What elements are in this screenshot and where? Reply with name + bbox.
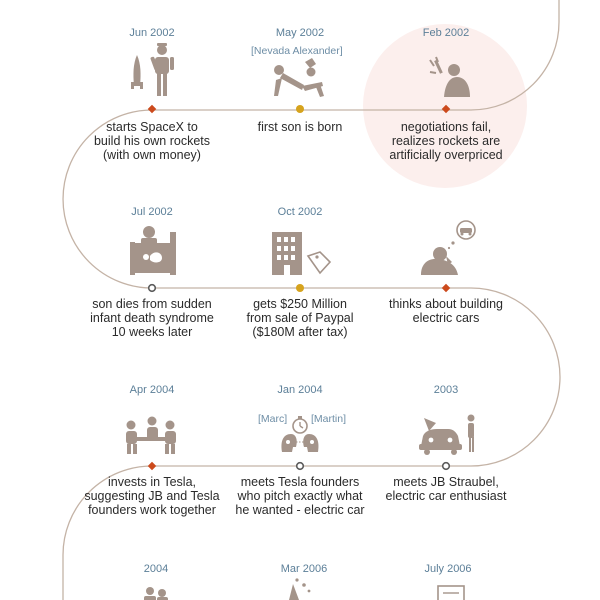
event-caption: first son is born [215,120,385,134]
team-meeting-icon [126,416,176,454]
caption-line: invests in Tesla, [107,475,196,489]
caption-line: build his own rockets [93,134,211,148]
building-price-tag-icon [272,232,332,275]
marker-gray-ring [441,461,451,471]
caption-line: suggesting JB and Tesla [84,489,220,503]
caption-line: (with own money) [103,148,201,162]
event-tag: [Martin] [311,413,347,425]
event-caption: son dies from sudden infant death syndro… [67,297,237,339]
caption-line: meets Tesla founders [240,475,360,489]
rocket-person-icon [131,43,174,96]
caption-line: electric car enthusiast [385,489,507,503]
caption-line: who pitch exactly what [237,489,363,503]
caption-line: 10 weeks later [111,325,193,339]
caption-line: founders work together [88,503,216,517]
caption-line: negotiations fail, [400,120,492,134]
marker-gold-dot [296,105,304,113]
marker-red-diamond [441,104,451,114]
people-icon [144,587,168,600]
event-date: 2003 [433,384,459,396]
caption-line: artificially overpriced [389,148,503,162]
frustrated-person-icon [429,56,470,97]
event-date: Oct 2002 [277,206,323,218]
marker-red-diamond [441,283,451,293]
hospital-bed-icon [130,226,176,275]
event-date: Jul 2002 [131,206,173,218]
marker-red-diamond [147,461,157,471]
event-tag: [Marc] [258,413,288,425]
marker-red-diamond [147,104,157,114]
event-caption: starts SpaceX to build his own rockets (… [67,120,237,162]
marker-gray-ring [147,283,157,293]
event-caption: negotiations fail, realizes rockets are … [361,120,531,162]
caption-line: infant death syndrome [90,311,214,325]
caption-line: first son is born [257,120,343,134]
event-date: 2004 [143,563,169,575]
caption-line: electric cars [412,311,480,325]
event-date: May 2002 [275,27,325,39]
event-caption: invests in Tesla, suggesting JB and Tesl… [67,475,237,517]
caption-line: gets $250 Million [253,297,347,311]
celebration-icon [289,578,311,600]
caption-line: starts SpaceX to [106,120,198,134]
event-date: Feb 2002 [422,27,470,39]
marker-gray-ring [295,461,305,471]
caption-line: from sale of Paypal [246,311,354,325]
event-tag: [Nevada Alexander] [251,45,343,57]
event-date: Mar 2006 [280,563,328,575]
event-caption: thinks about building electric cars [361,297,531,325]
caption-line: ($180M after tax) [252,325,348,339]
caption-line: son dies from sudden [92,297,212,311]
caption-line: meets JB Straubel, [393,475,499,489]
event-date: July 2006 [424,563,472,575]
event-caption: meets JB Straubel, electric car enthusia… [361,475,531,503]
marker-gold-dot [296,284,304,292]
event-date: Jan 2004 [277,384,323,396]
event-date: Apr 2004 [129,384,175,396]
caption-line: he wanted - electric car [235,503,365,517]
caption-line: thinks about building [389,297,503,311]
thinking-car-icon [421,220,476,275]
caption-line: realizes rockets are [391,134,501,148]
founders-pitch-icon [281,416,319,452]
birth-icon [274,58,324,97]
event-date: Jun 2002 [129,27,175,39]
event-caption: gets $250 Million from sale of Paypal ($… [215,297,385,339]
document-icon [437,585,465,600]
event-caption: meets Tesla founders who pitch exactly w… [215,475,385,517]
car-mechanic-icon [419,414,475,455]
